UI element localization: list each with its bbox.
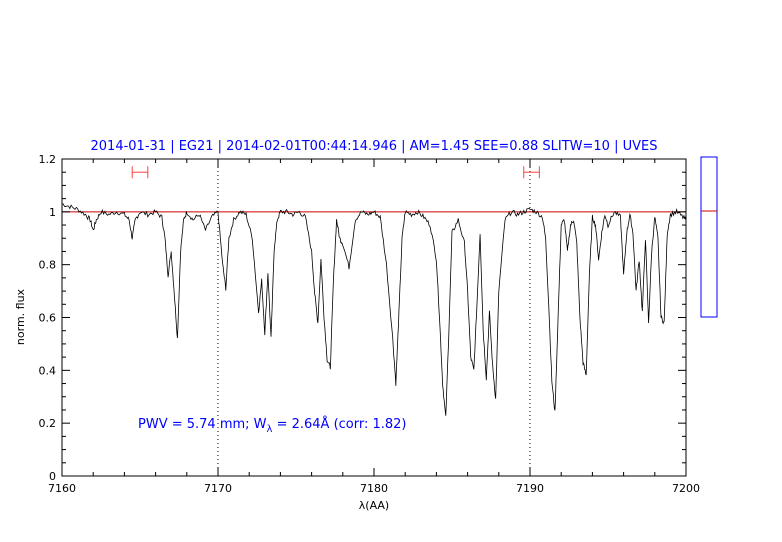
- y-tick-label-1: 1: [49, 206, 56, 219]
- pwv-eq-text: = 2.64Å (corr: 1.82): [272, 416, 406, 432]
- chart-title: 2014-01-31 | EG21 | 2014-02-01T00:44:14.…: [91, 139, 658, 154]
- pwv-text: PWV = 5.74 mm; W: [138, 417, 267, 432]
- y-tick-label-0.4: 0.4: [39, 364, 57, 377]
- y-tick-label-0.6: 0.6: [39, 312, 57, 325]
- y-tick-label-0.2: 0.2: [39, 417, 57, 430]
- y-tick-label-1.2: 1.2: [39, 153, 57, 166]
- side-range-box: [700, 156, 718, 318]
- x-tick-label-7200: 7200: [672, 482, 700, 495]
- y-axis-label: norm. flux: [14, 288, 27, 345]
- y-tick-label-0: 0: [49, 470, 56, 483]
- x-axis-label: λ(AA): [359, 499, 389, 512]
- x-tick-label-7180: 7180: [360, 482, 388, 495]
- spectrum-line: [61, 203, 687, 416]
- x-tick-label-7170: 7170: [204, 482, 232, 495]
- x-tick-label-7160: 7160: [48, 482, 76, 495]
- y-tick-label-0.8: 0.8: [39, 259, 57, 272]
- pwv-annotation: PWV = 5.74 mm; Wλ = 2.64Å (corr: 1.82): [138, 416, 407, 435]
- x-tick-label-7190: 7190: [516, 482, 544, 495]
- pwv-subscript: λ: [267, 424, 273, 435]
